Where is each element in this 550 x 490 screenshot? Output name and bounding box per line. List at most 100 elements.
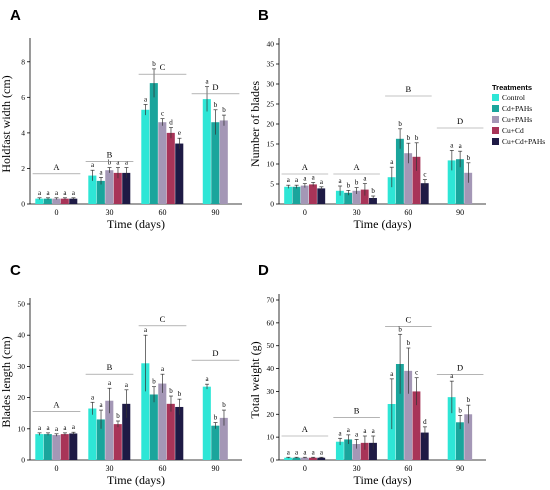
significance-letter: a <box>144 326 148 334</box>
x-axis-title: Time (days) <box>354 473 412 487</box>
bar-cu-pahs-90 <box>464 172 473 204</box>
y-axis-title: Number of blades <box>248 81 262 167</box>
panel-letter-D: D <box>258 262 269 279</box>
x-tick-label: 30 <box>106 464 114 473</box>
significance-letter: a <box>347 426 351 434</box>
bar-cd-pahs-90 <box>455 422 464 460</box>
group-letter: A <box>354 162 361 172</box>
x-tick-label: 60 <box>159 208 167 217</box>
bar-cu-cd-60 <box>166 403 175 460</box>
bar-control-60 <box>141 109 150 204</box>
significance-letter: a <box>46 189 50 197</box>
significance-letter: b <box>398 325 402 333</box>
group-letter: B <box>107 149 113 159</box>
significance-letter: b <box>347 181 351 189</box>
x-tick-label: 30 <box>106 208 114 217</box>
group-letter: D <box>212 82 218 92</box>
x-tick-label: 90 <box>212 208 220 217</box>
y-tick-label: 6 <box>21 93 25 102</box>
significance-letter: a <box>91 161 95 169</box>
significance-letter: a <box>99 168 103 176</box>
x-tick-label: 60 <box>159 464 167 473</box>
significance-letter: d <box>169 119 173 127</box>
legend-swatch <box>492 105 499 112</box>
y-tick-label: 25 <box>267 100 275 109</box>
y-tick-label: 20 <box>18 393 26 402</box>
panel-letter-A: A <box>10 7 21 24</box>
legend-item: Cd+PAHs <box>502 104 532 113</box>
y-tick-label: 10 <box>267 433 275 442</box>
bar-control-0 <box>35 434 44 460</box>
bar-cu-pahs-60 <box>158 383 167 460</box>
bar-cd-pahs-30 <box>344 439 353 460</box>
y-tick-label: 50 <box>18 300 26 309</box>
bar-cu-pahs-30 <box>105 170 114 204</box>
significance-letter: a <box>38 189 42 197</box>
bar-cu-cd-pahs-30 <box>369 198 377 204</box>
bar-cu-pahs-30 <box>352 444 361 460</box>
y-tick-label: 60 <box>267 318 275 327</box>
bar-cu-cd-pahs-0 <box>317 457 326 460</box>
x-tick-label: 0 <box>55 208 59 217</box>
significance-letter: b <box>415 134 419 142</box>
bar-control-30 <box>88 175 97 204</box>
significance-letter: a <box>303 448 307 456</box>
x-tick-label: 90 <box>456 464 464 473</box>
significance-letter: b <box>371 187 375 195</box>
group-letter: A <box>302 162 309 172</box>
bar-control-60 <box>387 177 396 204</box>
y-tick-label: 0 <box>270 456 274 465</box>
y-tick-label: 2 <box>21 164 25 173</box>
significance-letter: e <box>178 129 181 137</box>
bar-cd-pahs-0 <box>292 457 301 460</box>
group-letter: C <box>160 62 166 72</box>
significance-letter: a <box>312 173 316 181</box>
group-letter: C <box>406 314 412 324</box>
significance-letter: b <box>467 154 471 162</box>
bar-control-90 <box>202 386 211 460</box>
bar-cd-pahs-30 <box>96 419 105 460</box>
bar-cd-pahs-30 <box>96 180 105 204</box>
x-tick-label: 60 <box>404 464 412 473</box>
group-letter: A <box>302 424 309 434</box>
bar-cu-cd-pahs-0 <box>69 198 78 204</box>
significance-letter: a <box>320 448 324 456</box>
bar-cu-cd-0 <box>60 434 69 460</box>
legend-item: Cu+Cd+PAHs <box>502 137 545 146</box>
y-axis-title: Blades length (cm) <box>0 336 13 427</box>
y-tick-label: 40 <box>267 40 275 49</box>
y-tick-label: 40 <box>18 331 26 340</box>
legend-title: Treatments <box>492 83 532 92</box>
bar-cu-pahs-0 <box>52 435 61 460</box>
legend-swatch <box>492 116 499 123</box>
legend-item: Cu+Cd <box>502 126 524 135</box>
significance-letter: a <box>363 175 367 183</box>
y-tick-label: 40 <box>267 364 275 373</box>
y-tick-label: 0 <box>21 200 25 209</box>
bar-cd-pahs-60 <box>149 83 158 204</box>
y-tick-label: 30 <box>267 80 275 89</box>
significance-letter: a <box>125 381 129 389</box>
significance-letter: b <box>222 401 226 409</box>
significance-letter: a <box>55 425 59 433</box>
legend-swatch <box>492 127 499 134</box>
bar-cd-pahs-0 <box>43 434 52 460</box>
bar-cd-pahs-0 <box>43 198 52 204</box>
panel-letter-B: B <box>258 7 269 24</box>
significance-letter: a <box>372 427 376 435</box>
bar-cd-pahs-90 <box>211 122 220 204</box>
bar-cd-pahs-90 <box>211 425 220 460</box>
group-letter: C <box>160 314 166 324</box>
bar-cu-pahs-90 <box>219 120 228 204</box>
bar-cu-cd-pahs-60 <box>175 143 184 204</box>
bar-control-90 <box>447 160 456 204</box>
significance-letter: a <box>161 365 165 373</box>
bar-cd-pahs-60 <box>395 138 404 204</box>
bar-cu-cd-pahs-30 <box>369 442 377 460</box>
group-letter: B <box>406 84 412 94</box>
bar-cu-cd-pahs-60 <box>175 406 184 460</box>
significance-letter: a <box>205 375 209 383</box>
bar-cu-cd-0 <box>309 457 317 460</box>
bar-cu-cd-30 <box>113 424 122 460</box>
